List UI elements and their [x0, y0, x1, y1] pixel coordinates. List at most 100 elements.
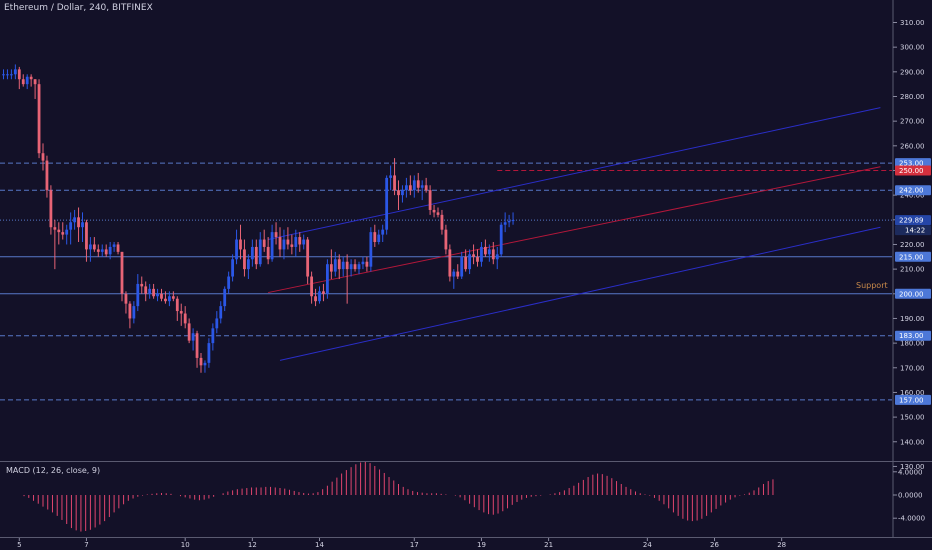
- candle-body: [428, 190, 432, 210]
- candle-body: [460, 256, 464, 277]
- candle-body: [21, 79, 25, 85]
- price-level-tag-label: 157.00: [899, 396, 924, 404]
- candle-body: [37, 84, 41, 154]
- candle-body: [278, 237, 282, 250]
- candle-body: [349, 264, 353, 270]
- candle-body: [464, 256, 468, 270]
- candle-body: [258, 239, 262, 265]
- candle-body: [472, 254, 475, 257]
- candle-body: [65, 229, 69, 235]
- candle-body: [408, 185, 412, 191]
- candle-body: [476, 256, 479, 262]
- trend-line: [268, 166, 881, 294]
- price-level-tag: [895, 330, 931, 341]
- candle-body: [456, 271, 460, 277]
- price-tick-label: 160.00: [900, 389, 925, 397]
- candle-body: [353, 264, 357, 270]
- candle-body: [33, 79, 37, 85]
- price-tick-label: 150.00: [900, 414, 925, 422]
- candle-body: [318, 291, 321, 302]
- price-level-tag-label: 242.00: [899, 187, 924, 195]
- candle-body: [13, 69, 17, 75]
- time-tick-label: 21: [544, 541, 553, 549]
- candle-body: [57, 229, 61, 233]
- macd-title: MACD (12, 26, close, 9): [6, 466, 101, 475]
- candle-body: [203, 362, 207, 366]
- candle-body: [401, 190, 404, 196]
- candle-body: [77, 217, 80, 228]
- time-tick-label: 5: [17, 541, 21, 549]
- candle-body: [448, 249, 452, 277]
- candle-body: [124, 293, 128, 304]
- price-level-tag-label: 229.89: [899, 217, 924, 225]
- candle-body: [61, 232, 65, 235]
- candle-body: [2, 74, 5, 76]
- candle-body: [487, 249, 491, 255]
- candle-body: [171, 296, 175, 299]
- candle-body: [136, 283, 140, 307]
- candle-body: [282, 239, 286, 250]
- candle-body: [132, 306, 136, 319]
- support-label: Support: [856, 281, 888, 290]
- candle-body: [215, 318, 219, 329]
- price-tick-label: 280.00: [900, 93, 925, 101]
- macd-tick-label: -4.0000: [898, 515, 925, 523]
- price-tick-label: 170.00: [900, 364, 925, 372]
- candle-body: [207, 343, 211, 363]
- price-tick-label: 210.00: [900, 266, 925, 274]
- candle-body: [480, 246, 483, 262]
- time-tick-label: 14: [315, 541, 324, 549]
- candle-body: [322, 291, 325, 294]
- candle-body: [81, 222, 84, 228]
- candle-body: [266, 246, 270, 260]
- candle-body: [361, 261, 365, 265]
- candle-body: [440, 214, 444, 230]
- trend-line: [268, 107, 881, 241]
- price-tick-label: 260.00: [900, 142, 925, 150]
- candle-body: [436, 212, 440, 215]
- candle-body: [298, 237, 302, 245]
- candle-body: [187, 323, 191, 341]
- candle-body: [250, 246, 254, 260]
- candle-body: [389, 175, 392, 178]
- price-level-tag: [895, 185, 931, 196]
- candle-body: [270, 232, 274, 260]
- candle-body: [89, 244, 92, 250]
- candle-body: [96, 249, 100, 252]
- candle-body: [405, 185, 408, 191]
- price-tick-label: 300.00: [900, 44, 925, 52]
- countdown-label: 14:22: [905, 227, 925, 235]
- price-level-tag: [895, 394, 931, 405]
- time-tick-label: 19: [477, 541, 486, 549]
- candle-body: [41, 153, 45, 161]
- candle-body: [491, 249, 495, 260]
- candle-body: [140, 283, 144, 287]
- candle-body: [112, 244, 116, 247]
- candle-body: [369, 232, 373, 267]
- candle-body: [452, 271, 456, 277]
- candle-body: [53, 227, 57, 230]
- candle-body: [219, 306, 223, 319]
- price-level-tag-label: 183.00: [899, 332, 924, 340]
- candle-body: [314, 296, 317, 302]
- candle-body: [227, 276, 231, 289]
- candle-body: [365, 261, 369, 267]
- candle-body: [424, 185, 428, 191]
- candle-body: [183, 313, 187, 324]
- candle-body: [156, 293, 159, 297]
- price-tick-label: 290.00: [900, 68, 925, 76]
- time-tick-label: 17: [410, 541, 419, 549]
- chart-title: Ethereum / Dollar, 240, BITFINEX: [4, 3, 153, 13]
- candle-body: [73, 217, 76, 223]
- candle-body: [164, 298, 167, 302]
- candle-body: [108, 246, 112, 255]
- candle-body: [25, 76, 29, 85]
- candle-body: [148, 288, 152, 294]
- candle-body: [511, 220, 515, 222]
- time-tick-label: 12: [248, 541, 257, 549]
- candle-body: [357, 264, 361, 270]
- candle-body: [231, 259, 234, 277]
- candle-body: [116, 244, 120, 252]
- candle-body: [341, 261, 345, 270]
